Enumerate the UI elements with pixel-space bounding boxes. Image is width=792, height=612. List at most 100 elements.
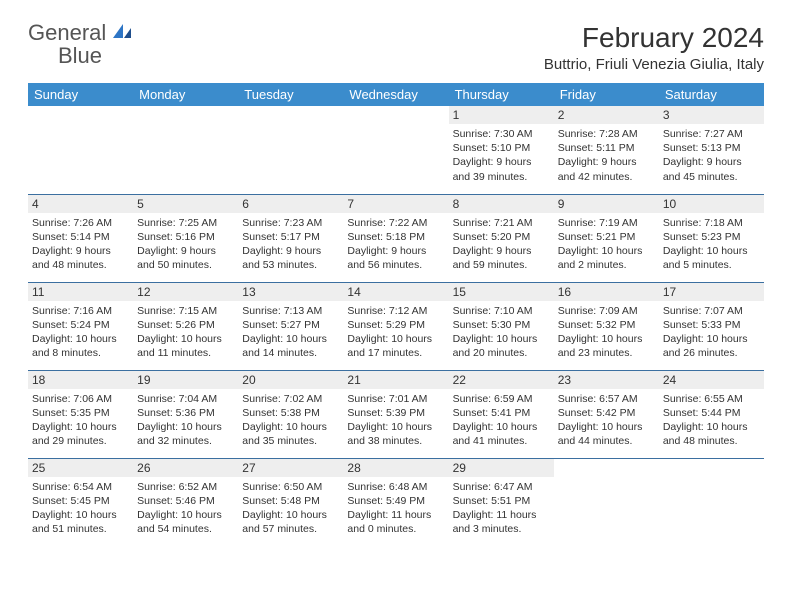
- daylight-label: Daylight: 9 hours and 59 minutes.: [453, 244, 550, 272]
- daylight-label: Daylight: 10 hours and 17 minutes.: [347, 332, 444, 360]
- day-number: 6: [238, 195, 343, 213]
- calendar-day-cell: 26Sunrise: 6:52 AMSunset: 5:46 PMDayligh…: [133, 458, 238, 546]
- daylight-label: Daylight: 9 hours and 56 minutes.: [347, 244, 444, 272]
- daylight-label: Daylight: 9 hours and 45 minutes.: [663, 155, 760, 183]
- day-number: 5: [133, 195, 238, 213]
- daylight-label: Daylight: 9 hours and 50 minutes.: [137, 244, 234, 272]
- daylight-label: Daylight: 10 hours and 2 minutes.: [558, 244, 655, 272]
- location-label: Buttrio, Friuli Venezia Giulia, Italy: [544, 56, 764, 73]
- calendar-day-cell: 12Sunrise: 7:15 AMSunset: 5:26 PMDayligh…: [133, 282, 238, 370]
- sunset-label: Sunset: 5:18 PM: [347, 230, 444, 244]
- calendar-day-cell: 8 Sunrise: 7:21 AMSunset: 5:20 PMDaylight…: [449, 194, 554, 282]
- calendar-day-cell: 18Sunrise: 7:06 AMSunset: 5:35 PMDayligh…: [28, 370, 133, 458]
- day-number: 17: [659, 283, 764, 301]
- calendar-day-cell: 19Sunrise: 7:04 AMSunset: 5:36 PMDayligh…: [133, 370, 238, 458]
- sunset-label: Sunset: 5:41 PM: [453, 406, 550, 420]
- calendar-day-cell: 6Sunrise: 7:23 AMSunset: 5:17 PMDaylight…: [238, 194, 343, 282]
- sunset-label: Sunset: 5:23 PM: [663, 230, 760, 244]
- sunrise-label: Sunrise: 7:27 AM: [663, 127, 760, 141]
- sunrise-label: Sunrise: 6:54 AM: [32, 480, 129, 494]
- calendar-day-cell: 24Sunrise: 6:55 AMSunset: 5:44 PMDayligh…: [659, 370, 764, 458]
- sunset-label: Sunset: 5:24 PM: [32, 318, 129, 332]
- sunrise-label: Sunrise: 7:21 AM: [453, 216, 550, 230]
- day-number: 12: [133, 283, 238, 301]
- calendar-day-cell: 22Sunrise: 6:59 AMSunset: 5:41 PMDayligh…: [449, 370, 554, 458]
- calendar-day-cell: 10Sunrise: 7:18 AMSunset: 5:23 PMDayligh…: [659, 194, 764, 282]
- sunrise-label: Sunrise: 7:25 AM: [137, 216, 234, 230]
- day-number: 23: [554, 371, 659, 389]
- day-number: 28: [343, 459, 448, 477]
- day-number: 22: [449, 371, 554, 389]
- sunrise-label: Sunrise: 7:07 AM: [663, 304, 760, 318]
- daylight-label: Daylight: 10 hours and 26 minutes.: [663, 332, 760, 360]
- calendar-body: 1Sunrise: 7:30 AMSunset: 5:10 PMDaylight…: [28, 106, 764, 546]
- daylight-label: Daylight: 10 hours and 44 minutes.: [558, 420, 655, 448]
- logo-word-general: General: [28, 20, 106, 45]
- sunset-label: Sunset: 5:26 PM: [137, 318, 234, 332]
- day-number: 24: [659, 371, 764, 389]
- day-number: 26: [133, 459, 238, 477]
- sunrise-label: Sunrise: 7:23 AM: [242, 216, 339, 230]
- sunrise-label: Sunrise: 7:12 AM: [347, 304, 444, 318]
- sunset-label: Sunset: 5:20 PM: [453, 230, 550, 244]
- sunset-label: Sunset: 5:16 PM: [137, 230, 234, 244]
- calendar-day-cell: 16Sunrise: 7:09 AMSunset: 5:32 PMDayligh…: [554, 282, 659, 370]
- calendar-week-row: 11Sunrise: 7:16 AMSunset: 5:24 PMDayligh…: [28, 282, 764, 370]
- sunset-label: Sunset: 5:44 PM: [663, 406, 760, 420]
- sunset-label: Sunset: 5:49 PM: [347, 494, 444, 508]
- daylight-label: Daylight: 10 hours and 48 minutes.: [663, 420, 760, 448]
- sunset-label: Sunset: 5:36 PM: [137, 406, 234, 420]
- day-header: Sunday: [28, 83, 133, 106]
- calendar-header-row: Sunday Monday Tuesday Wednesday Thursday…: [28, 83, 764, 106]
- calendar-day-cell: 23Sunrise: 6:57 AMSunset: 5:42 PMDayligh…: [554, 370, 659, 458]
- sunrise-label: Sunrise: 6:47 AM: [453, 480, 550, 494]
- sunrise-label: Sunrise: 6:57 AM: [558, 392, 655, 406]
- calendar-day-cell: 5 Sunrise: 7:25 AMSunset: 5:16 PMDaylight…: [133, 194, 238, 282]
- daylight-label: Daylight: 10 hours and 51 minutes.: [32, 508, 129, 536]
- sunrise-label: Sunrise: 7:28 AM: [558, 127, 655, 141]
- sunrise-label: Sunrise: 7:04 AM: [137, 392, 234, 406]
- calendar-day-cell: 17Sunrise: 7:07 AMSunset: 5:33 PMDayligh…: [659, 282, 764, 370]
- day-header: Wednesday: [343, 83, 448, 106]
- sunset-label: Sunset: 5:51 PM: [453, 494, 550, 508]
- calendar-day-cell: [554, 458, 659, 546]
- sunset-label: Sunset: 5:48 PM: [242, 494, 339, 508]
- calendar-day-cell: 14Sunrise: 7:12 AMSunset: 5:29 PMDayligh…: [343, 282, 448, 370]
- sunset-label: Sunset: 5:39 PM: [347, 406, 444, 420]
- calendar-day-cell: [238, 106, 343, 194]
- calendar-week-row: 25Sunrise: 6:54 AMSunset: 5:45 PMDayligh…: [28, 458, 764, 546]
- daylight-label: Daylight: 11 hours and 3 minutes.: [453, 508, 550, 536]
- sunrise-label: Sunrise: 7:22 AM: [347, 216, 444, 230]
- calendar-week-row: 4Sunrise: 7:26 AMSunset: 5:14 PMDaylight…: [28, 194, 764, 282]
- calendar-table: Sunday Monday Tuesday Wednesday Thursday…: [28, 83, 764, 546]
- day-header: Friday: [554, 83, 659, 106]
- day-number: 8: [449, 195, 554, 213]
- logo-word-blue: Blue: [58, 43, 102, 68]
- header: General Blue February 2024 Buttrio, Friu…: [28, 22, 764, 73]
- day-number: 20: [238, 371, 343, 389]
- sunset-label: Sunset: 5:27 PM: [242, 318, 339, 332]
- sunset-label: Sunset: 5:10 PM: [453, 141, 550, 155]
- calendar-day-cell: [28, 106, 133, 194]
- daylight-label: Daylight: 9 hours and 53 minutes.: [242, 244, 339, 272]
- sunrise-label: Sunrise: 7:19 AM: [558, 216, 655, 230]
- daylight-label: Daylight: 10 hours and 57 minutes.: [242, 508, 339, 536]
- calendar-day-cell: [343, 106, 448, 194]
- sunrise-label: Sunrise: 7:26 AM: [32, 216, 129, 230]
- day-number: 16: [554, 283, 659, 301]
- title-block: February 2024 Buttrio, Friuli Venezia Gi…: [544, 22, 764, 73]
- daylight-label: Daylight: 10 hours and 35 minutes.: [242, 420, 339, 448]
- daylight-label: Daylight: 9 hours and 39 minutes.: [453, 155, 550, 183]
- day-number: 7: [343, 195, 448, 213]
- daylight-label: Daylight: 10 hours and 38 minutes.: [347, 420, 444, 448]
- sunset-label: Sunset: 5:35 PM: [32, 406, 129, 420]
- calendar-day-cell: 29Sunrise: 6:47 AMSunset: 5:51 PMDayligh…: [449, 458, 554, 546]
- sunrise-label: Sunrise: 7:06 AM: [32, 392, 129, 406]
- calendar-day-cell: 20Sunrise: 7:02 AMSunset: 5:38 PMDayligh…: [238, 370, 343, 458]
- day-number: 11: [28, 283, 133, 301]
- sunrise-label: Sunrise: 7:13 AM: [242, 304, 339, 318]
- calendar-day-cell: 15Sunrise: 7:10 AMSunset: 5:30 PMDayligh…: [449, 282, 554, 370]
- calendar-day-cell: 9Sunrise: 7:19 AMSunset: 5:21 PMDaylight…: [554, 194, 659, 282]
- daylight-label: Daylight: 10 hours and 8 minutes.: [32, 332, 129, 360]
- day-header: Thursday: [449, 83, 554, 106]
